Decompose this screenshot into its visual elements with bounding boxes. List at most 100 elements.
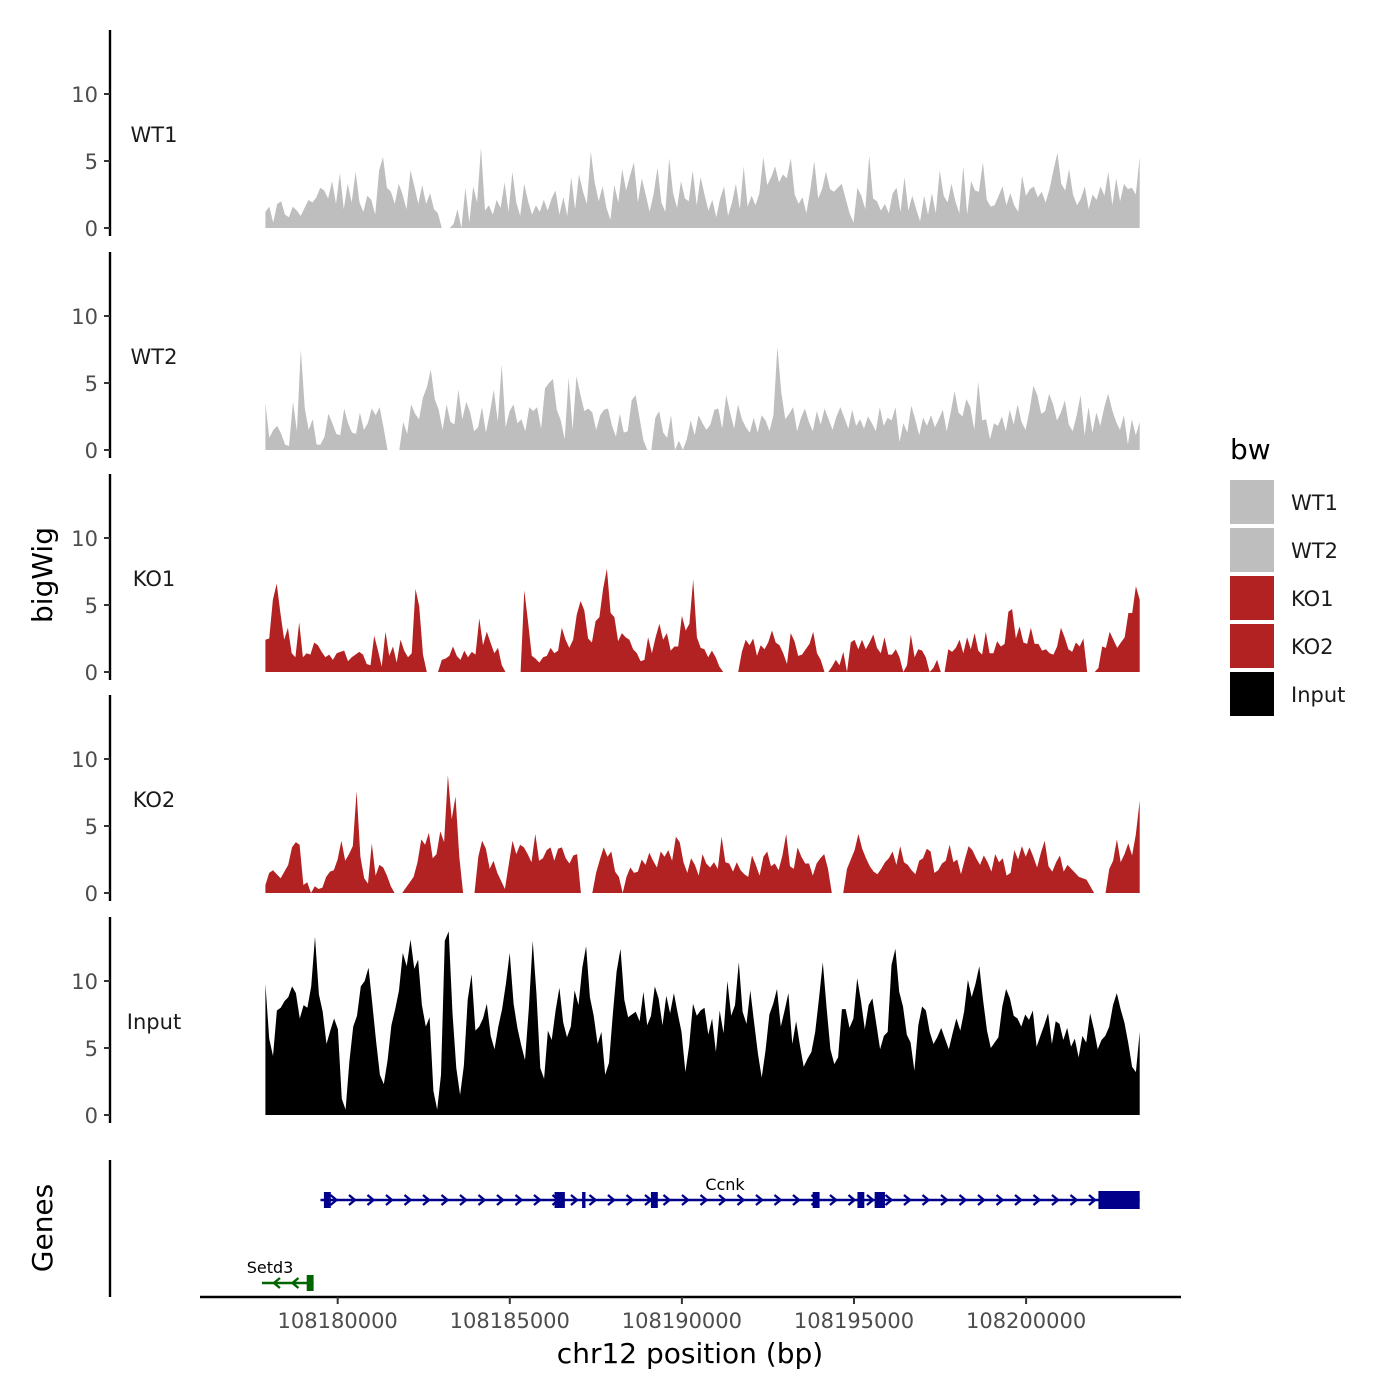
- gene-exon: [306, 1275, 314, 1291]
- strand-arrow: [1088, 1194, 1097, 1206]
- legend-label-input: Input: [1291, 683, 1345, 707]
- strand-arrow: [921, 1194, 931, 1206]
- strand-arrow: [607, 1194, 616, 1206]
- gene-setd3: Setd3: [247, 1258, 314, 1291]
- strand-arrow: [272, 1277, 281, 1289]
- strand-arrow: [385, 1194, 394, 1206]
- x-tick-label: 108180000: [278, 1309, 398, 1333]
- y-tick-label: 5: [85, 1037, 98, 1061]
- coverage-area-ko1: [265, 568, 1140, 672]
- x-axis: 108180000 108185000 108190000 108195000 1082…: [200, 1295, 1181, 1333]
- coverage-area-wt1: [265, 147, 1140, 228]
- strand-arrow: [866, 1194, 875, 1206]
- strand-arrow: [348, 1194, 357, 1206]
- y-tick-label: 0: [85, 1104, 98, 1128]
- track-ko2: 0 5 10 KO2: [71, 695, 1140, 906]
- gene-exon: [554, 1192, 565, 1208]
- genes-panel: Ccnk Setd3: [108, 1160, 1140, 1297]
- strand-arrow: [1032, 1194, 1042, 1206]
- gene-label-ccnk: Ccnk: [705, 1175, 745, 1194]
- y-tick-label: 5: [85, 372, 98, 396]
- track-label-wt1: WT1: [131, 123, 178, 147]
- genes-axis-title: Genes: [26, 1184, 59, 1272]
- y-tick-label: 5: [85, 594, 98, 618]
- strand-arrow: [403, 1194, 413, 1206]
- x-tick-label: 108190000: [622, 1309, 742, 1333]
- strand-arrow: [662, 1194, 672, 1206]
- y-tick-label: 0: [85, 661, 98, 685]
- x-axis-title: chr12 position (bp): [557, 1337, 823, 1370]
- y-axis-title: bigWig: [26, 527, 59, 623]
- legend-label-ko1: KO1: [1291, 587, 1334, 611]
- strand-arrow: [792, 1194, 801, 1206]
- y-tick-label: 0: [85, 439, 98, 463]
- strand-arrow: [290, 1277, 300, 1289]
- strand-arrow: [755, 1194, 764, 1206]
- strand-arrow: [459, 1194, 468, 1206]
- x-tick-label: 108195000: [794, 1309, 914, 1333]
- strand-arrow: [533, 1194, 542, 1206]
- strand-arrow: [773, 1194, 783, 1206]
- strand-arrow: [1051, 1194, 1060, 1206]
- y-tick-label: 0: [85, 217, 98, 241]
- x-tick-label: 108185000: [450, 1309, 570, 1333]
- y-tick-label: 10: [71, 305, 98, 329]
- strand-arrow: [422, 1194, 431, 1206]
- track-label-ko2: KO2: [133, 788, 176, 812]
- strand-arrow: [1014, 1194, 1023, 1206]
- strand-arrow: [625, 1194, 635, 1206]
- strand-arrow: [681, 1194, 690, 1206]
- track-label-input: Input: [127, 1010, 181, 1034]
- y-tick-label: 5: [85, 150, 98, 174]
- strand-arrow: [366, 1194, 376, 1206]
- gene-exon: [650, 1192, 658, 1208]
- track-ko1: 0 5 10 KO1: [71, 474, 1140, 685]
- track-wt2: 0 5 10 WT2: [71, 252, 1140, 463]
- track-wt1: 0 5 10 WT1: [71, 30, 1140, 241]
- strand-arrow: [496, 1194, 505, 1206]
- legend-key-input: [1230, 672, 1274, 716]
- coverage-area-input: [265, 931, 1140, 1115]
- strand-arrow: [477, 1194, 487, 1206]
- track-input: 0 5 10 Input: [71, 917, 1140, 1128]
- strand-arrow: [588, 1194, 598, 1206]
- strand-arrow: [718, 1194, 727, 1206]
- coverage-area-wt2: [265, 346, 1140, 450]
- strand-arrow: [829, 1194, 838, 1206]
- strand-arrow: [977, 1194, 986, 1206]
- strand-arrow: [570, 1194, 579, 1206]
- strand-arrow: [699, 1194, 709, 1206]
- strand-arrow: [440, 1194, 450, 1206]
- legend-label-wt1: WT1: [1291, 491, 1338, 515]
- strand-arrow: [995, 1194, 1005, 1206]
- coverage-area-ko2: [265, 775, 1140, 893]
- y-tick-label: 0: [85, 882, 98, 906]
- strand-arrow: [884, 1194, 894, 1206]
- gene-label-setd3: Setd3: [247, 1258, 294, 1277]
- bigwig-tracks: 0 5 10 WT1 0 5 10 WT2 0 5 10 KO1 0 5 10 KO2 0 5 10 Input: [71, 30, 1140, 1128]
- gene-exon: [323, 1192, 331, 1208]
- legend-title: bw: [1230, 433, 1271, 466]
- y-tick-label: 10: [71, 83, 98, 107]
- legend-key-wt1: [1230, 480, 1274, 524]
- strand-arrow: [940, 1194, 949, 1206]
- legend-label-ko2: KO2: [1291, 635, 1334, 659]
- strand-arrow: [1069, 1194, 1079, 1206]
- track-label-wt2: WT2: [131, 345, 178, 369]
- strand-arrow: [329, 1194, 339, 1206]
- strand-arrow: [514, 1194, 524, 1206]
- gene-exon: [857, 1192, 865, 1208]
- legend: bw WT1 WT2 KO1 KO2 Input: [1230, 433, 1345, 716]
- legend-key-wt2: [1230, 528, 1274, 572]
- legend-key-ko1: [1230, 576, 1274, 620]
- y-tick-label: 10: [71, 527, 98, 551]
- y-tick-label: 10: [71, 970, 98, 994]
- strand-arrow: [736, 1194, 746, 1206]
- legend-key-ko2: [1230, 624, 1274, 668]
- gene-exon: [874, 1192, 885, 1208]
- gene-exon: [812, 1192, 820, 1208]
- gene-exon: [582, 1192, 586, 1208]
- legend-label-wt2: WT2: [1291, 539, 1338, 563]
- track-label-ko1: KO1: [133, 567, 176, 591]
- y-tick-label: 10: [71, 748, 98, 772]
